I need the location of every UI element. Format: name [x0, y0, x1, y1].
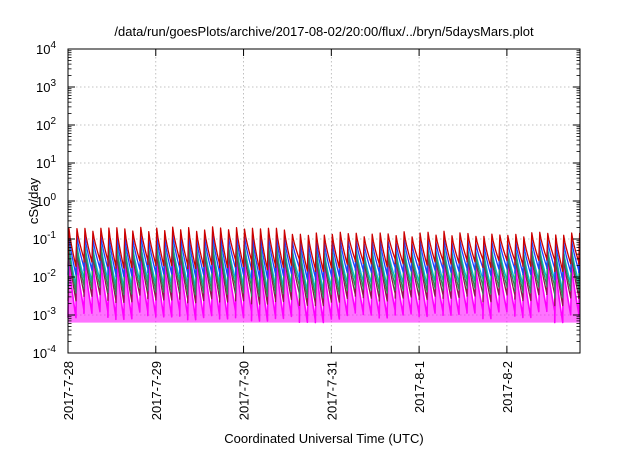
y-tick-label: 10-1 — [33, 230, 57, 247]
series-5-line — [67, 226, 581, 272]
x-tick-label: 2017-8-1 — [412, 361, 427, 413]
tick-layer — [67, 48, 580, 354]
x-tick-label: 2017-7-30 — [237, 361, 252, 420]
y-tick-label: 10-4 — [33, 344, 57, 361]
y-tick-label: 104 — [36, 40, 56, 57]
y-tick-label: 100 — [36, 192, 56, 209]
x-axis-label: Coordinated Universal Time (UTC) — [224, 431, 423, 446]
x-tick-label: 2017-7-29 — [149, 361, 164, 420]
x-tick-label: 2017-7-31 — [324, 361, 339, 420]
y-axis-label: cSv/day — [26, 177, 41, 224]
label-layer: 10-4 10-3 10-2 10-1 100 101 102 103 104 2017-7-28… — [33, 40, 515, 420]
x-tick-label: 2017-8-2 — [500, 361, 515, 413]
y-tick-label: 102 — [36, 116, 56, 133]
y-tick-label: 101 — [36, 154, 56, 171]
y-tick-label: 10-2 — [33, 268, 57, 285]
x-tick-label: 2017-7-28 — [61, 361, 76, 420]
y-tick-label: 10-3 — [33, 306, 57, 323]
y-tick-label: 103 — [36, 78, 56, 95]
chart-title: /data/run/goesPlots/archive/2017-08-02/2… — [114, 24, 534, 39]
data-layer — [67, 226, 581, 324]
